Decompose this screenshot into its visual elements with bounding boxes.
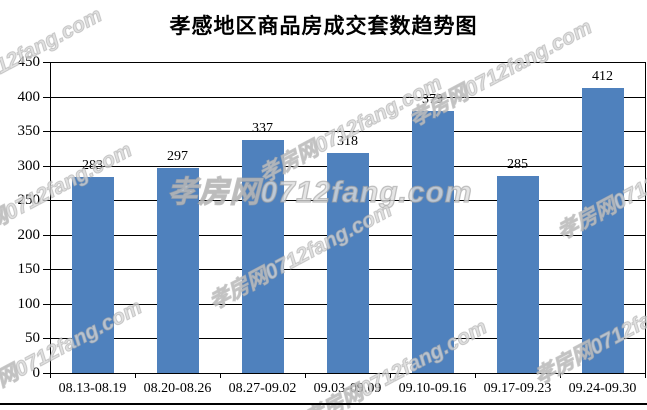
y-axis-tick-label: 0 [32, 365, 41, 381]
x-axis-category-label: 08.13-08.19 [58, 381, 127, 396]
y-axis-tick-label: 450 [17, 54, 41, 70]
gridline [50, 373, 645, 374]
plot-right-border [645, 62, 646, 373]
gridline [50, 96, 645, 98]
y-axis-tick-label: 400 [17, 88, 41, 105]
y-axis-tick [43, 131, 50, 133]
y-axis-tick [43, 200, 50, 202]
y-axis-tick-label: 50 [25, 330, 40, 347]
y-axis-tick [43, 96, 50, 98]
y-axis-tick [43, 373, 50, 374]
x-axis-category-label: 09.03-09.09 [313, 381, 382, 396]
y-axis-tick [43, 234, 50, 236]
bar [411, 111, 454, 373]
y-axis-tick-label: 350 [17, 123, 41, 140]
bar [326, 153, 369, 373]
x-axis-tick [645, 373, 646, 378]
bar-value-label: 283 [82, 158, 103, 174]
bar [156, 167, 199, 373]
x-axis-category-label: 08.27-09.02 [228, 381, 297, 396]
y-axis-line [50, 62, 51, 373]
x-axis-tick [305, 373, 306, 378]
y-axis-tick [43, 338, 50, 340]
y-axis-tick-label: 100 [17, 295, 41, 312]
y-axis-tick-label: 250 [17, 192, 41, 209]
bar-value-label: 337 [252, 121, 273, 137]
gridline [50, 62, 645, 63]
x-axis-tick [220, 373, 221, 378]
y-axis-tick [43, 269, 50, 271]
x-axis-category-label: 09.10-09.16 [398, 381, 467, 396]
y-axis-tick-label: 300 [17, 157, 41, 174]
x-axis-tick [135, 373, 136, 378]
bar-value-label: 297 [167, 148, 188, 164]
x-axis-tick [390, 373, 391, 378]
y-axis-tick [43, 165, 50, 167]
x-axis-category-label: 09.17-09.23 [483, 381, 552, 396]
x-axis-category-label: 09.24-09.30 [568, 381, 637, 396]
x-axis-tick [50, 373, 51, 378]
bar-value-label: 379 [422, 92, 443, 108]
y-axis-tick-label: 150 [17, 261, 41, 278]
bar [496, 176, 539, 373]
bar-value-label: 318 [337, 134, 358, 150]
y-axis-tick [43, 62, 50, 63]
x-axis-tick [560, 373, 561, 378]
chart-title: 孝感地区商品房成交套数趋势图 [169, 14, 478, 38]
x-axis-category-label: 08.20-08.26 [143, 381, 212, 396]
bar [71, 177, 114, 373]
bar [241, 140, 284, 373]
x-axis-tick [475, 373, 476, 378]
bar [581, 88, 624, 373]
y-axis-tick [43, 303, 50, 305]
bar-value-label: 285 [507, 157, 528, 173]
y-axis-tick-label: 200 [17, 226, 41, 243]
bar-value-label: 412 [592, 69, 613, 85]
gridline [50, 131, 645, 133]
bottom-border [0, 403, 647, 405]
